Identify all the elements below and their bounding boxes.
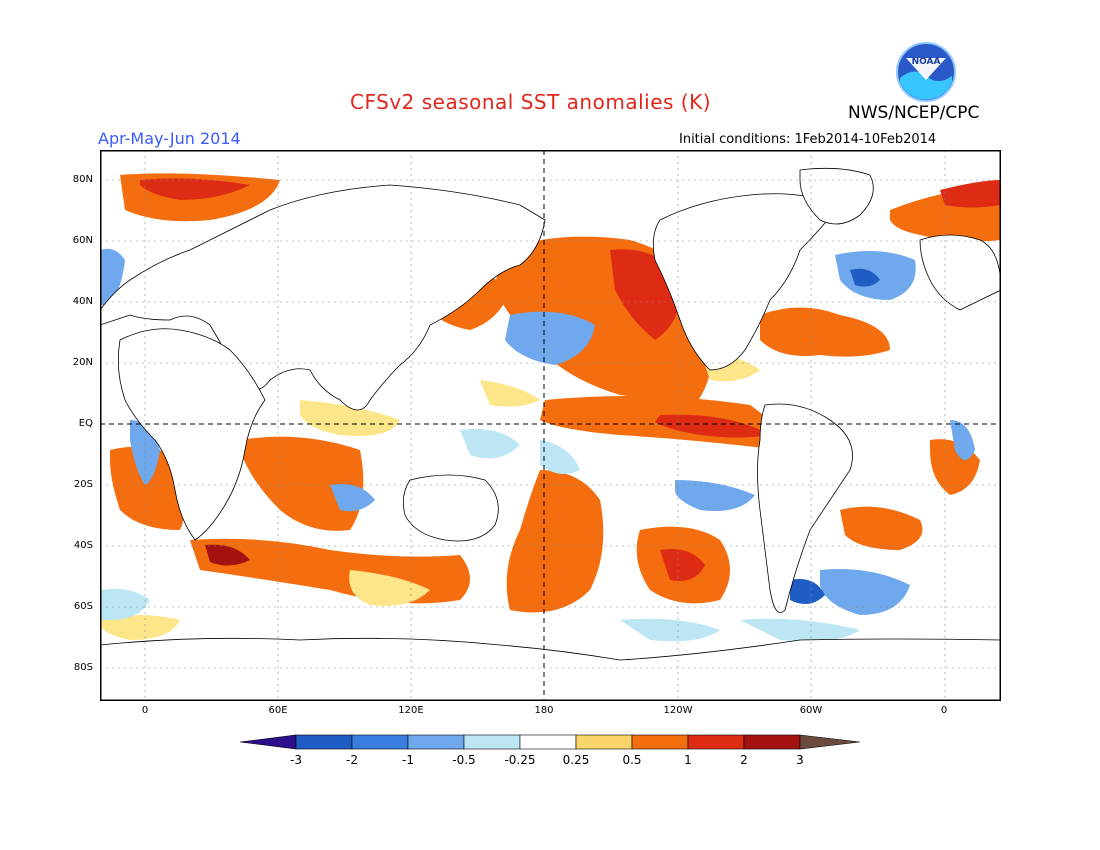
lon-label: 60W: [799, 705, 823, 716]
lat-label: 80N: [72, 174, 93, 185]
lon-label: 180: [534, 705, 554, 716]
colorbar-bin: [631, 734, 689, 750]
lon-label: 60E: [268, 705, 288, 716]
lat-label: 20N: [72, 357, 93, 368]
colorbar-label: -1: [402, 753, 414, 767]
colorbar-label: -0.25: [504, 753, 536, 767]
logo-text: NOAA: [912, 57, 941, 67]
lat-label: 20S: [73, 479, 93, 490]
colorbar-label: 2: [740, 753, 748, 767]
lon-label: 120W: [663, 705, 693, 716]
colorbar-bin: [687, 734, 745, 750]
colorbar-min-arrow: [240, 734, 297, 750]
negative-anomaly-regions: [100, 248, 975, 615]
colorbar-max-arrow: [799, 734, 861, 750]
organization-label: NWS/NCEP/CPC: [848, 103, 980, 123]
colorbar-bin: [519, 734, 577, 750]
noaa-logo: NOAA: [896, 42, 956, 102]
colorbar-label: -0.5: [452, 753, 476, 767]
colorbar-label: 0.25: [562, 753, 590, 767]
weak-negative-regions: [100, 429, 860, 642]
lat-label: 60S: [73, 601, 93, 612]
colorbar-bin: [295, 734, 353, 750]
colorbar-bin: [351, 734, 409, 750]
lat-label: 80S: [73, 662, 93, 673]
continent-outlines: [100, 167, 1001, 701]
lon-label: 0: [141, 705, 149, 716]
lat-label: 40N: [72, 296, 93, 307]
colorbar-bin: [463, 734, 521, 750]
lat-label: 60N: [72, 235, 93, 246]
map-frame: [100, 150, 1001, 701]
colorbar-bin: [575, 734, 633, 750]
graticule: [100, 150, 1001, 701]
colorbar: [240, 734, 861, 750]
colorbar-label: 3: [796, 753, 804, 767]
colorbar-bin: [743, 734, 801, 750]
lon-label: 120E: [398, 705, 424, 716]
initial-conditions-label: Initial conditions: 1Feb2014-10Feb2014: [679, 132, 937, 147]
map-title: CFSv2 seasonal SST anomalies (K): [350, 90, 711, 114]
lat-label: 40S: [73, 540, 93, 551]
colorbar-label: -2: [346, 753, 358, 767]
colorbar-label: 1: [684, 753, 692, 767]
lat-label: EQ: [78, 418, 93, 429]
lon-label: 0: [940, 705, 948, 716]
colorbar-bin: [407, 734, 465, 750]
colorbar-label: 0.5: [622, 753, 642, 767]
colorbar-label: -3: [290, 753, 302, 767]
season-label: Apr-May-Jun 2014: [98, 129, 241, 148]
sst-anomaly-map: [100, 150, 1001, 701]
